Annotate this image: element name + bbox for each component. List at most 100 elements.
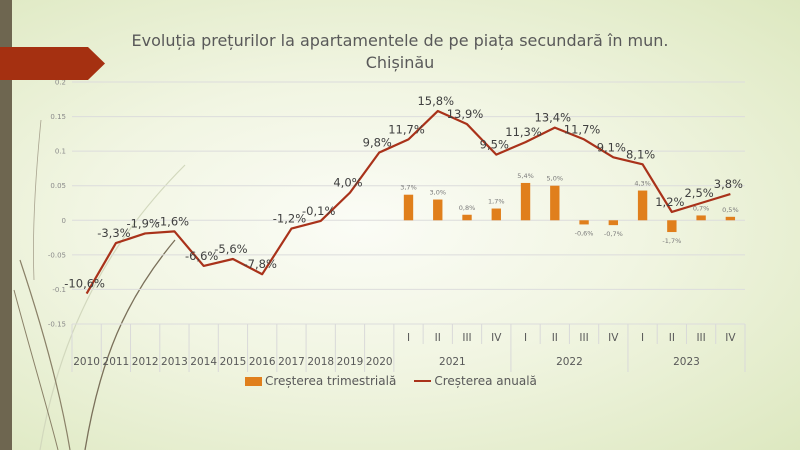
- bar: [491, 208, 501, 221]
- line-data-label: -1,9%: [126, 216, 159, 230]
- x-tick-quarter: I: [407, 332, 410, 344]
- decor-curve: [39, 164, 186, 450]
- line-data-label: 11,7%: [564, 122, 601, 136]
- x-tick-year: 2015: [220, 356, 247, 368]
- chart-title-line1: Evoluția prețurilor la apartamentele de …: [131, 31, 669, 50]
- decorative-curves: [13, 119, 186, 450]
- x-tick-year-group: 2022: [556, 356, 583, 368]
- line-data-label: -1,2%: [273, 212, 306, 226]
- line-data-label: -7,8%: [244, 257, 277, 271]
- bar-data-label: -1,7%: [662, 237, 681, 245]
- line-data-label: -1,6%: [156, 214, 189, 228]
- x-tick-year: 2018: [307, 356, 334, 368]
- legend-label-quarterly: Creșterea trimestrială: [265, 374, 397, 388]
- bar-data-label: 0,5%: [722, 206, 739, 214]
- line-data-label: -0,1%: [302, 204, 335, 218]
- x-tick-year-group: 2023: [673, 356, 700, 368]
- bar-data-label: 0,7%: [693, 204, 710, 212]
- bar-data-label: 5,0%: [547, 175, 564, 183]
- y-tick-label: -0.05: [48, 251, 66, 259]
- line-data-label: 11,7%: [388, 122, 425, 136]
- y-tick-label: 0.2: [55, 79, 66, 87]
- line-data-label: 1,2%: [655, 195, 684, 209]
- x-tick-year: 2017: [278, 356, 305, 368]
- slide-left-bar: [0, 0, 12, 450]
- bar-data-label: 4,3%: [634, 180, 651, 188]
- chart-title: Evoluția prețurilor la apartamentele de …: [110, 30, 690, 74]
- bar-data-label: 3,7%: [400, 184, 417, 192]
- line-data-label: 9,8%: [363, 136, 392, 150]
- x-tick-year: 2010: [73, 356, 100, 368]
- x-tick-year: 2014: [190, 356, 217, 368]
- legend-swatch-line: [414, 380, 432, 382]
- line-data-label: 13,9%: [447, 107, 484, 121]
- chart-title-line2: Chișinău: [365, 53, 435, 72]
- line-data-label: -10,6%: [64, 277, 105, 291]
- bar: [462, 214, 472, 221]
- line-data-label: 9,5%: [480, 138, 509, 152]
- x-tick-year: 2020: [366, 356, 393, 368]
- legend-item-quarterly: Creșterea trimestrială: [245, 374, 396, 388]
- bar-data-label: 5,4%: [517, 172, 534, 180]
- x-tick-quarter: I: [524, 332, 527, 344]
- decor-curve: [84, 239, 176, 450]
- bar: [550, 185, 560, 221]
- x-tick-quarter: IV: [725, 332, 736, 344]
- chart-legend: Creșterea trimestrială Creșterea anuală: [245, 374, 537, 388]
- decor-curve: [19, 259, 71, 450]
- bar: [433, 199, 443, 221]
- x-tick-year: 2019: [337, 356, 364, 368]
- x-tick-year: 2016: [249, 356, 276, 368]
- bar: [520, 182, 531, 221]
- bar: [637, 190, 648, 221]
- y-tick-label: -0.1: [52, 286, 66, 294]
- line-data-label: 15,8%: [417, 94, 454, 108]
- x-tick-year-group: 2021: [439, 356, 466, 368]
- line-data-label: 3,8%: [714, 177, 743, 191]
- x-tick-quarter: I: [641, 332, 644, 344]
- x-tick-year: 2013: [161, 356, 188, 368]
- x-tick-quarter: III: [696, 332, 705, 344]
- decor-curve: [13, 289, 59, 450]
- x-tick-quarter: III: [462, 332, 471, 344]
- bar: [725, 216, 736, 221]
- bar-data-label: 1,7%: [488, 198, 505, 206]
- bar: [608, 220, 619, 226]
- x-tick-year: 2011: [103, 356, 130, 368]
- line-data-label: 13,4%: [535, 111, 572, 125]
- bar: [579, 220, 589, 225]
- y-tick-label: 0.05: [50, 182, 66, 190]
- x-tick-quarter: IV: [491, 332, 502, 344]
- y-tick-label: 0.15: [50, 113, 66, 121]
- line-data-label: 9,1%: [597, 140, 626, 154]
- line-data-label: -6,6%: [185, 249, 218, 263]
- x-tick-quarter: II: [552, 332, 558, 344]
- bar: [696, 215, 706, 221]
- line-data-label: 11,3%: [505, 125, 542, 139]
- bar: [403, 194, 414, 221]
- line-data-label: -5,6%: [214, 242, 247, 256]
- x-tick-quarter: II: [435, 332, 441, 344]
- legend-label-annual: Creșterea anuală: [434, 374, 537, 388]
- y-tick-label: 0: [62, 217, 66, 225]
- y-tick-label: 0.1: [55, 148, 66, 156]
- x-tick-quarter: III: [579, 332, 588, 344]
- line-data-label: -3,3%: [97, 226, 130, 240]
- decor-curve: [33, 119, 42, 281]
- bar: [667, 220, 677, 233]
- line-data-label: 4,0%: [333, 176, 362, 190]
- x-tick-quarter: II: [669, 332, 675, 344]
- bar-data-label: -0,7%: [604, 230, 623, 238]
- line-data-label: 2,5%: [684, 186, 713, 200]
- legend-item-annual: Creșterea anuală: [414, 374, 537, 388]
- bar-data-label: 3,0%: [430, 189, 447, 197]
- line-data-label: 8,1%: [626, 147, 655, 161]
- slide-arrow-tab: [0, 47, 105, 80]
- bar-data-label: 0,8%: [459, 204, 476, 212]
- x-tick-quarter: IV: [608, 332, 619, 344]
- bar-data-label: -0,6%: [575, 229, 594, 237]
- x-tick-year: 2012: [132, 356, 159, 368]
- legend-swatch-bar: [245, 376, 262, 386]
- y-tick-label: -0.15: [48, 321, 66, 329]
